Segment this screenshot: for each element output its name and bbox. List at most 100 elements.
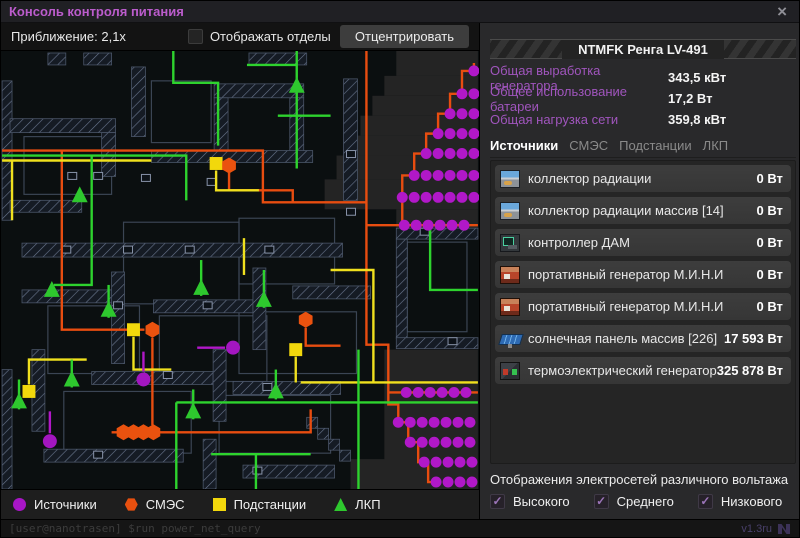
portable-generator-icon bbox=[500, 297, 520, 316]
stat-value: 359,8 кВт bbox=[668, 112, 727, 127]
smes-marker bbox=[146, 424, 161, 441]
stat-row: Общее использование батареи 17,2 Вт bbox=[490, 84, 796, 114]
station-name: NTMFK Ренга LV-491 bbox=[562, 39, 724, 59]
show-departments-checkbox[interactable]: Отображать отделы bbox=[187, 29, 331, 44]
apc-marker bbox=[100, 300, 117, 317]
apc-marker bbox=[255, 290, 272, 307]
scrollbar-thumb[interactable] bbox=[798, 41, 799, 237]
title-bar[interactable]: Консоль контроля питания × bbox=[1, 1, 799, 23]
voltage-label: Среднего bbox=[616, 494, 674, 509]
center-view-button[interactable]: Отцентрировать bbox=[339, 25, 469, 48]
apc-marker bbox=[63, 370, 80, 387]
substation-marker bbox=[22, 384, 36, 398]
panel-scrollbar[interactable] bbox=[798, 41, 799, 507]
legend-item: Подстанции bbox=[212, 497, 307, 512]
smes-marker bbox=[145, 321, 160, 338]
stat-value: 17,2 Вт bbox=[668, 91, 713, 106]
apc-marker bbox=[43, 280, 60, 297]
show-departments-label: Отображать отделы bbox=[209, 29, 331, 44]
station-name-header: NTMFK Ренга LV-491 bbox=[490, 39, 796, 59]
version-label: v1.3ru bbox=[741, 522, 772, 535]
source-row[interactable]: портативный генератор М.И.Н.И 0 Вт bbox=[495, 293, 791, 320]
legend-label: Подстанции bbox=[233, 497, 307, 512]
panel-tab[interactable]: ЛКП bbox=[702, 138, 729, 153]
checkmark-icon[interactable]: ✓ bbox=[593, 494, 609, 509]
checkmark-icon[interactable]: ✓ bbox=[697, 494, 713, 509]
apc-marker bbox=[193, 278, 210, 295]
checkmark-icon[interactable]: ✓ bbox=[490, 494, 505, 509]
source-name: коллектор радиации массив [14] bbox=[528, 203, 724, 218]
apc-marker bbox=[288, 76, 305, 93]
substation-marker bbox=[209, 157, 223, 170]
stat-row: Общая выработка генератора 343,5 кВт bbox=[490, 63, 796, 93]
legend-item: Источники bbox=[13, 497, 97, 512]
checkbox-icon[interactable] bbox=[187, 29, 203, 44]
source-name: солнечная панель массив [226] bbox=[528, 331, 718, 346]
source-name: портативный генератор М.И.Н.И bbox=[528, 299, 724, 314]
stat-value: 343,5 кВт bbox=[668, 70, 727, 85]
power-map-svg bbox=[1, 51, 479, 489]
stat-label: Общее использование батареи bbox=[490, 83, 627, 114]
solar-array-icon bbox=[500, 330, 520, 348]
source-power-value: 0 Вт bbox=[756, 235, 783, 250]
voltage-checkbox[interactable]: ✓ Высокого bbox=[490, 494, 570, 509]
terminal-text: [user@nanotrasen] $run power_net_query bbox=[9, 522, 261, 535]
source-marker bbox=[136, 372, 151, 387]
source-power-value: 0 Вт bbox=[756, 203, 783, 218]
voltage-label: Низкового bbox=[720, 494, 783, 509]
voltage-filter-section: Отображения электросетей различного воль… bbox=[490, 472, 796, 509]
power-stats: Общая выработка генератора 343,5 кВт Общее… bbox=[490, 63, 796, 130]
source-power-value: 0 Вт bbox=[756, 267, 783, 282]
voltage-checkbox[interactable]: ✓ Низкового bbox=[697, 494, 783, 509]
panel-tabs: Источники СМЭС Подстанции ЛКП bbox=[490, 138, 796, 158]
circle-marker-icon bbox=[13, 498, 26, 511]
source-power-value: 325 878 Вт bbox=[716, 363, 783, 378]
sources-list: коллектор радиации 0 Вт коллектор радиации… bbox=[490, 160, 796, 464]
source-name: портативный генератор М.И.Н.И bbox=[528, 267, 724, 282]
legend-item: ЛКП bbox=[334, 497, 381, 512]
source-marker bbox=[42, 434, 57, 449]
teg-icon bbox=[500, 361, 520, 380]
map-legend: Источники СМЭС Подстанции ЛКП bbox=[1, 489, 479, 519]
status-bar: [user@nanotrasen] $run power_net_query v… bbox=[1, 519, 799, 537]
source-name: термоэлектрический генератор bbox=[528, 363, 717, 378]
voltage-label: Высокого bbox=[513, 494, 570, 509]
close-icon[interactable]: × bbox=[777, 1, 787, 21]
source-power-value: 0 Вт bbox=[756, 299, 783, 314]
panel-tab[interactable]: СМЭС bbox=[569, 138, 609, 153]
markers-layer bbox=[11, 76, 313, 449]
radiation-collector-icon bbox=[500, 201, 520, 220]
apc-marker bbox=[267, 382, 284, 399]
panel-tab[interactable]: Источники bbox=[490, 138, 559, 153]
cables-layer bbox=[2, 51, 478, 489]
nanotrasen-logo bbox=[778, 523, 790, 534]
substation-marker bbox=[289, 343, 303, 357]
voltage-filter-title: Отображения электросетей различного воль… bbox=[490, 472, 789, 487]
source-row[interactable]: портативный генератор М.И.Н.И 0 Вт bbox=[495, 261, 791, 288]
source-row[interactable]: термоэлектрический генератор 325 878 Вт bbox=[495, 357, 791, 384]
smes-marker bbox=[298, 311, 313, 328]
legend-label: Источники bbox=[34, 497, 97, 512]
voltage-checkbox[interactable]: ✓ Среднего bbox=[593, 494, 674, 509]
power-map[interactable] bbox=[1, 51, 479, 489]
info-panel: NTMFK Ренга LV-491 Общая выработка генер… bbox=[479, 23, 799, 519]
triangle-marker-icon bbox=[334, 498, 348, 511]
apc-marker bbox=[185, 402, 202, 419]
source-row[interactable]: коллектор радиации массив [14] 0 Вт bbox=[495, 197, 791, 224]
source-row[interactable]: коллектор радиации 0 Вт bbox=[495, 165, 791, 192]
hexagon-marker-icon bbox=[124, 498, 138, 511]
source-name: коллектор радиации bbox=[528, 171, 652, 186]
stat-label: Общая выработка генератора bbox=[490, 62, 601, 93]
stat-label: Общая нагрузка сети bbox=[490, 112, 619, 127]
square-marker-icon bbox=[212, 498, 226, 511]
source-row[interactable]: контроллер ДАМ 0 Вт bbox=[495, 229, 791, 256]
substation-marker bbox=[127, 323, 140, 337]
window-title: Консоль контроля питания bbox=[9, 4, 184, 19]
map-toolbar: Приближение: 2,1x Отображать отделы Отце… bbox=[1, 23, 479, 51]
source-marker bbox=[226, 340, 240, 355]
panel-tab[interactable]: Подстанции bbox=[619, 138, 692, 153]
source-row[interactable]: солнечная панель массив [226] 17 593 Вт bbox=[495, 325, 791, 352]
doors-layer bbox=[61, 150, 458, 475]
portable-generator-icon bbox=[500, 265, 520, 284]
